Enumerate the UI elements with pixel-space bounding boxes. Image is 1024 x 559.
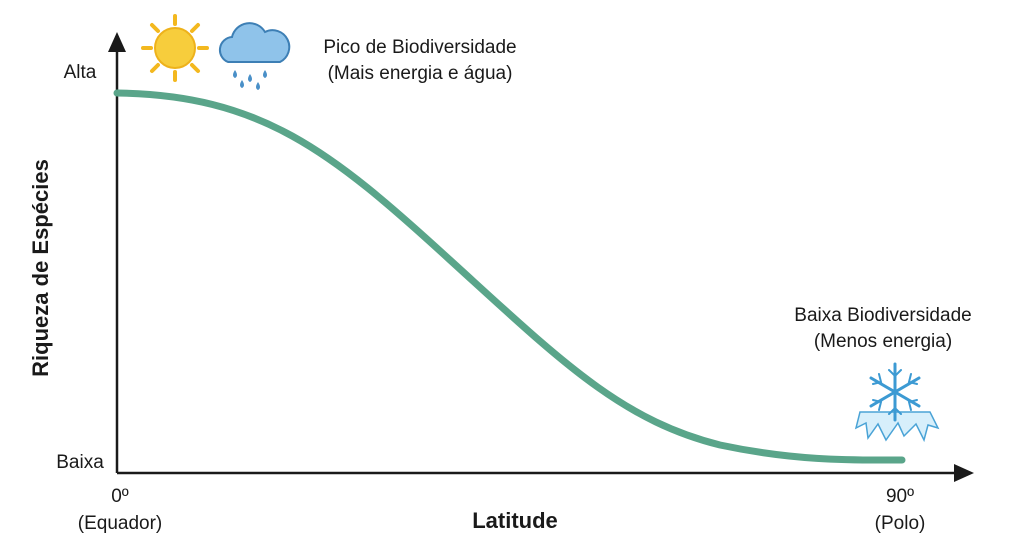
- x-start-note: (Equador): [78, 513, 163, 534]
- rain-cloud-icon: [218, 22, 291, 90]
- x-axis-arrow: [954, 464, 974, 482]
- y-axis-title: Riqueza de Espécies: [28, 159, 53, 377]
- y-low-label: Baixa: [56, 452, 104, 473]
- y-high-label: Alta: [64, 62, 97, 83]
- annotation-title: Pico de Biodiversidade: [323, 37, 516, 58]
- x-start-label: 0º: [111, 486, 129, 507]
- annotation-title: Baixa Biodiversidade: [794, 305, 971, 326]
- y-axis-arrow: [108, 32, 126, 52]
- annotation-note: (Menos energia): [814, 331, 952, 352]
- x-end-note: (Polo): [875, 513, 926, 534]
- snowflake-icon: [854, 362, 940, 443]
- x-end-label: 90º: [886, 486, 914, 507]
- diversity-curve: [113, 89, 906, 464]
- sun-icon: [141, 14, 209, 82]
- annotation-note: (Mais energia e água): [328, 63, 513, 84]
- x-axis-title: Latitude: [472, 508, 558, 533]
